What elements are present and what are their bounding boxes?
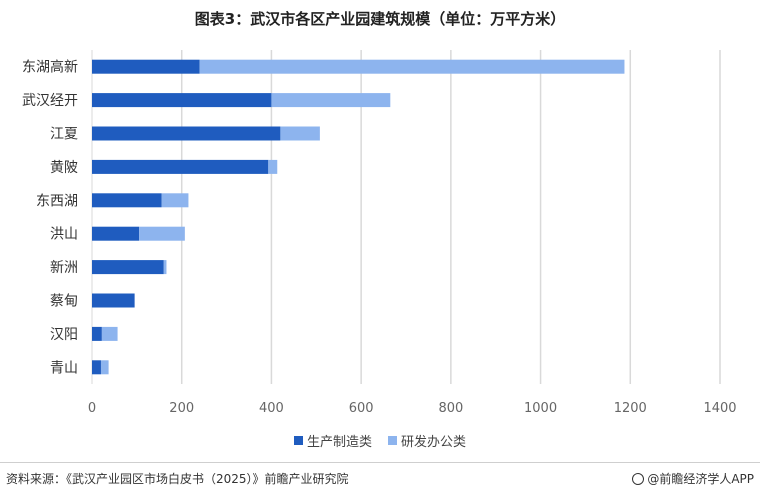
x-tick-label: 1200 xyxy=(614,401,647,416)
legend-item-rnd-office: 研发办公类 xyxy=(388,431,466,450)
bar-manufacturing xyxy=(92,260,164,275)
bar-manufacturing xyxy=(92,193,162,208)
source-note: 资料来源：《武汉产业园区市场白皮书（2025）》前瞻产业研究院 xyxy=(6,472,349,486)
legend-label-manufacturing: 生产制造类 xyxy=(306,435,372,450)
x-tick-labels: 0 200 400 600 800 1000 1200 1400 xyxy=(88,401,737,416)
x-tick-label: 800 xyxy=(438,401,463,416)
bar-manufacturing xyxy=(92,93,272,108)
bar-manufacturing xyxy=(92,293,135,308)
brand-credit: @前瞻经济学人APP xyxy=(632,470,754,487)
bar-manufacturing xyxy=(92,226,140,241)
bar-rnd-office xyxy=(100,360,109,375)
category-label: 蔡甸 xyxy=(50,294,78,310)
legend-item-manufacturing: 生产制造类 xyxy=(293,431,372,450)
category-label: 东湖高新 xyxy=(22,59,78,76)
category-label: 洪山 xyxy=(50,227,78,243)
category-label: 江夏 xyxy=(50,127,78,143)
category-label: 东西湖 xyxy=(36,193,78,209)
x-tick-label: 0 xyxy=(88,401,96,416)
bar-rnd-office xyxy=(199,59,625,74)
category-label: 汉阳 xyxy=(50,327,78,343)
category-label: 武汉经开 xyxy=(22,93,78,109)
legend-swatch-manufacturing xyxy=(293,436,303,445)
category-label: 黄陂 xyxy=(50,159,78,176)
legend-label-rnd-office: 研发办公类 xyxy=(401,435,467,450)
bar-manufacturing xyxy=(92,326,102,341)
chart-title: 图表3：武汉市各区产业园建筑规模（单位：万平方米） xyxy=(194,10,566,28)
legend-swatch-rnd-office xyxy=(388,436,397,445)
brand-text: @前瞻经济学人APP xyxy=(647,472,754,486)
bar-manufacturing xyxy=(92,360,101,375)
x-tick-label: 1000 xyxy=(524,401,557,416)
bars xyxy=(92,59,625,375)
bar-rnd-office xyxy=(271,93,391,108)
x-tick-label: 600 xyxy=(349,401,374,416)
legend: 生产制造类 研发办公类 xyxy=(0,431,760,450)
bar-rnd-office xyxy=(268,159,278,174)
bar-rnd-office xyxy=(139,226,185,241)
bar-manufacturing xyxy=(92,159,269,174)
x-tick-label: 1400 xyxy=(703,401,736,416)
footer: 资料来源：《武汉产业园区市场白皮书（2025）》前瞻产业研究院 @前瞻经济学人A… xyxy=(0,462,760,499)
category-label: 青山 xyxy=(50,360,78,376)
bar-rnd-office xyxy=(280,126,320,141)
footer-divider xyxy=(0,462,760,463)
brand-logo-icon xyxy=(632,472,645,485)
bar-manufacturing xyxy=(92,59,200,74)
category-label: 新洲 xyxy=(50,260,78,276)
x-tick-label: 200 xyxy=(169,401,194,416)
bar-rnd-office xyxy=(163,260,167,275)
grid-lines xyxy=(91,50,721,384)
bar-manufacturing xyxy=(92,126,281,141)
bar-rnd-office xyxy=(101,326,118,341)
x-tick-label: 400 xyxy=(259,401,284,416)
bar-rnd-office xyxy=(161,193,189,208)
